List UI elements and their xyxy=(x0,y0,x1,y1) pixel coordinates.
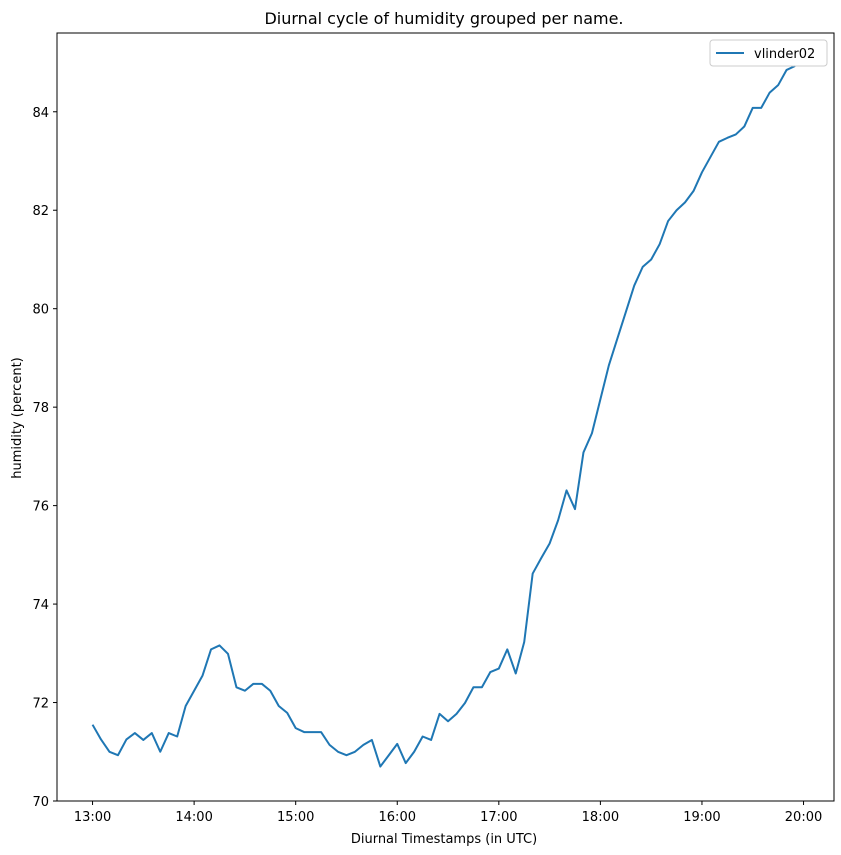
chart-title: Diurnal cycle of humidity grouped per na… xyxy=(264,9,623,28)
y-axis-label: humidity (percent) xyxy=(10,357,25,478)
x-tick-label: 20:00 xyxy=(785,810,822,825)
x-tick-label: 16:00 xyxy=(379,810,416,825)
x-tick-label: 17:00 xyxy=(480,810,517,825)
x-tick-label: 19:00 xyxy=(683,810,720,825)
y-tick-label: 76 xyxy=(32,500,49,515)
y-tick-label: 80 xyxy=(32,303,49,318)
x-tick-label: 18:00 xyxy=(582,810,619,825)
x-axis: 13:00 14:00 15:00 16:00 17:00 18:00 19:00 20:00 xyxy=(74,801,822,825)
y-tick-label: 78 xyxy=(32,401,49,416)
y-axis: 70 72 74 76 78 80 82 84 xyxy=(32,106,57,810)
x-tick-label: 14:00 xyxy=(175,810,212,825)
series-line-vlinder02 xyxy=(91,65,796,768)
plot-frame xyxy=(56,32,835,802)
legend-label: vlinder02 xyxy=(754,47,815,62)
y-tick-label: 82 xyxy=(32,204,49,219)
y-tick-label: 74 xyxy=(32,598,49,613)
legend: vlinder02 xyxy=(709,39,828,67)
plot-area xyxy=(91,65,796,768)
x-tick-label: 15:00 xyxy=(277,810,314,825)
x-tick-label: 13:00 xyxy=(74,810,111,825)
y-tick-label: 84 xyxy=(32,106,49,121)
legend-box xyxy=(709,39,828,67)
y-tick-label: 72 xyxy=(32,697,49,712)
y-tick-label: 70 xyxy=(32,795,49,810)
x-axis-label: Diurnal Timestamps (in UTC) xyxy=(351,832,537,847)
